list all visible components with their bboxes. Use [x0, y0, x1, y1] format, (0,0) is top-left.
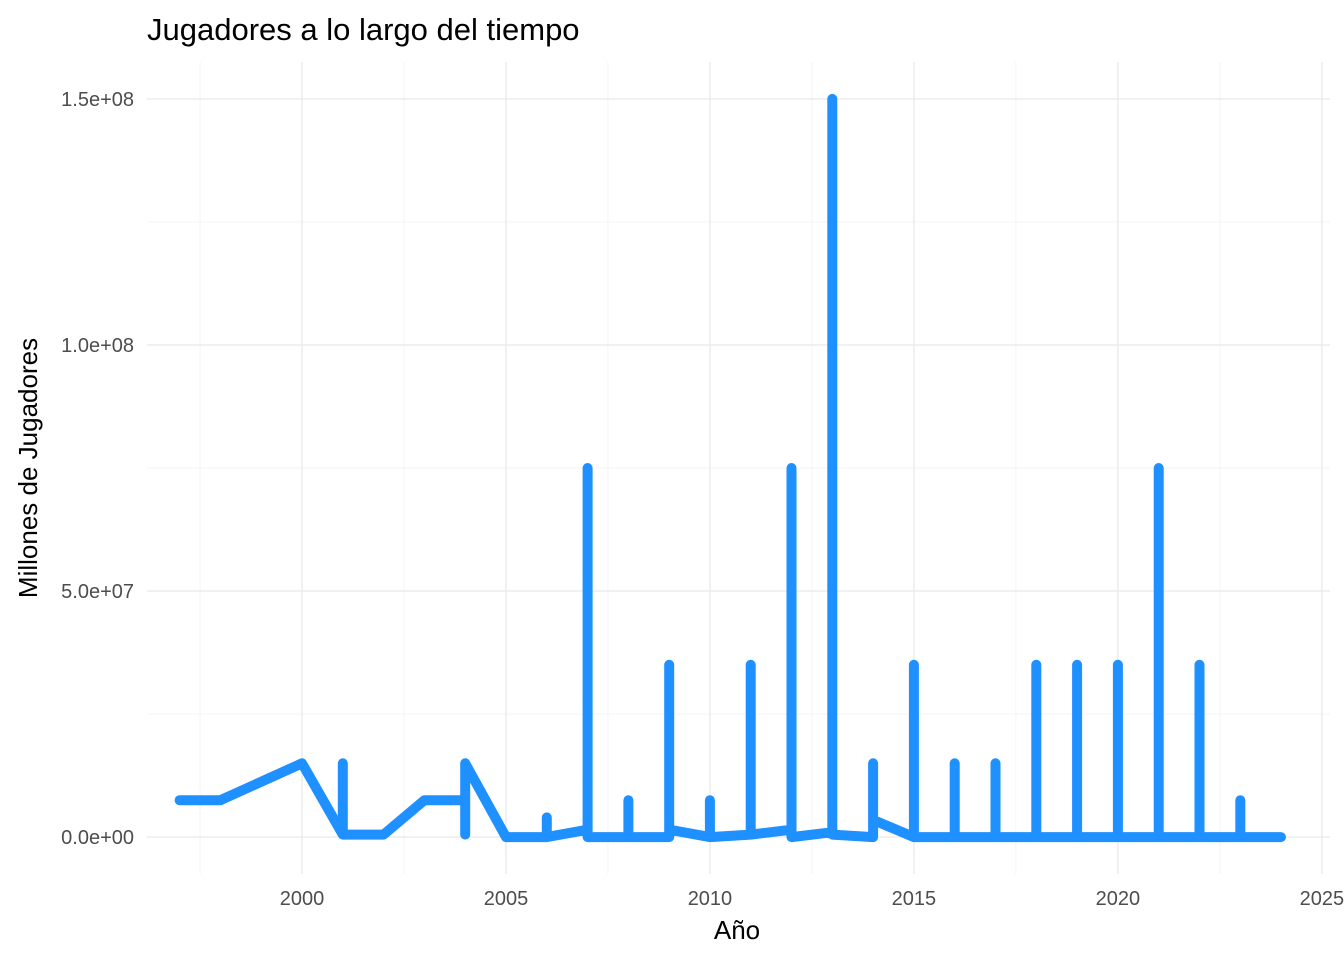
- y-axis-title: Millones de Jugadores: [13, 338, 43, 598]
- x-tick-label: 2005: [484, 888, 529, 910]
- x-axis-tick-labels: 2000 2005 2010 2015 2020 2025: [280, 888, 1344, 910]
- y-tick-label: 1.0e+08: [61, 335, 134, 357]
- x-tick-label: 2025: [1300, 888, 1344, 910]
- x-tick-label: 2020: [1096, 888, 1141, 910]
- y-tick-label: 0.0e+00: [61, 827, 134, 849]
- y-tick-label: 1.5e+08: [61, 89, 134, 111]
- series-lines: [174, 93, 1286, 843]
- y-tick-label: 5.0e+07: [61, 581, 134, 603]
- minor-gridlines: [147, 62, 1330, 874]
- y-axis-tick-labels: 0.0e+00 5.0e+07 1.0e+08 1.5e+08: [61, 89, 134, 849]
- x-tick-label: 2015: [892, 888, 937, 910]
- x-axis-title: Año: [714, 915, 760, 945]
- x-tick-label: 2010: [688, 888, 733, 910]
- x-tick-label: 2000: [280, 888, 325, 910]
- chart-title: Jugadores a lo largo del tiempo: [147, 12, 580, 47]
- series-line: [174, 93, 1286, 843]
